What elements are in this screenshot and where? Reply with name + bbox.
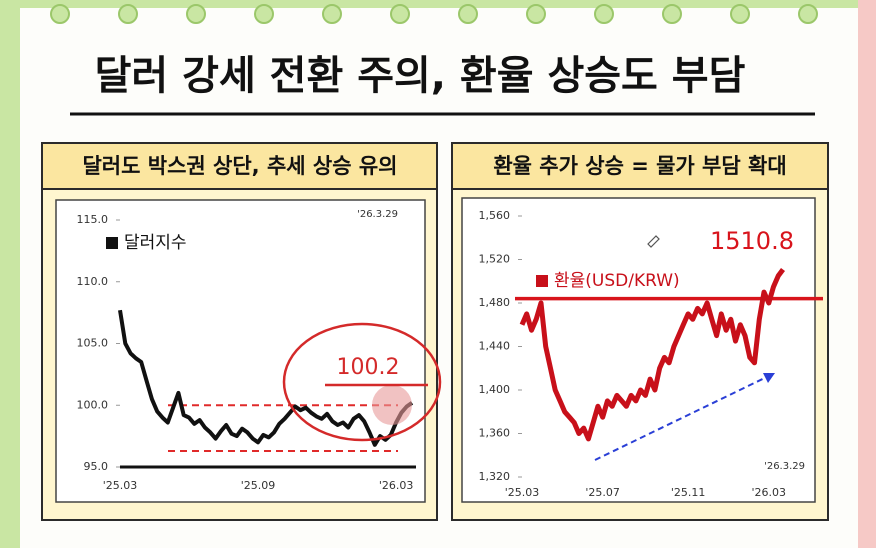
trend-arrow-head (763, 373, 775, 383)
y-tick-label: 1,440 (479, 340, 511, 353)
y-tick-label: 1,320 (479, 470, 511, 483)
y-tick-label: 105.0 (77, 337, 109, 350)
y-tick-label: 110.0 (77, 275, 109, 288)
y-tick-label: 1,400 (479, 383, 511, 396)
annotation: 1510.8 (710, 227, 794, 255)
legend-swatch (106, 237, 118, 249)
spiral-rings (50, 4, 818, 24)
y-tick-label: 1,480 (479, 296, 511, 309)
highlight-circle (282, 322, 442, 442)
chart-title: 달러도 박스권 상단, 추세 상승 유의 (82, 154, 397, 178)
x-tick-label: '26.03 (752, 486, 787, 499)
x-tick-label: '25.09 (241, 479, 276, 492)
x-tick-label: '25.03 (505, 486, 540, 499)
trend-arrow (594, 372, 776, 461)
background-edge (858, 0, 876, 548)
panel-header (451, 142, 829, 190)
chart: 95.0 100.0 105.0 110.0 115.0 '25.03 '25.09 '26.… (77, 213, 416, 492)
date-label: '26.3.29 (764, 461, 805, 472)
legend-swatch (536, 275, 548, 287)
y-tick-label: 1,560 (479, 209, 511, 222)
legend-label: 환율(USD/KRW) (554, 271, 680, 291)
series-line (519, 268, 786, 442)
x-tick-label: '25.11 (671, 486, 706, 499)
chart: 1,320 1,360 1,400 1,440 1,480 1,520 1,560 '25.0… (479, 209, 823, 499)
y-tick-label: 115.0 (77, 213, 109, 226)
chart-title: 환율 추가 상승 = 물가 부담 확대 (493, 154, 786, 178)
series-line (118, 309, 414, 447)
x-tick-label: '25.03 (103, 479, 138, 492)
highlight-dot (372, 385, 412, 425)
y-tick-label: 1,360 (479, 427, 511, 440)
x-tick-label: '26.03 (379, 479, 414, 492)
pencil-icon (647, 235, 660, 248)
y-tick-label: 1,520 (479, 253, 511, 266)
page-title: 달러 강세 전환 주의, 환율 상승도 부담 (95, 53, 746, 99)
panel-header (41, 142, 438, 190)
y-tick-label: 100.0 (77, 398, 109, 411)
y-tick-label: 95.0 (84, 460, 109, 473)
date-label: '26.3.29 (357, 209, 398, 220)
legend-label: 달러지수 (124, 233, 187, 253)
annotation: 100.2 (337, 355, 400, 380)
x-tick-label: '25.07 (585, 486, 620, 499)
